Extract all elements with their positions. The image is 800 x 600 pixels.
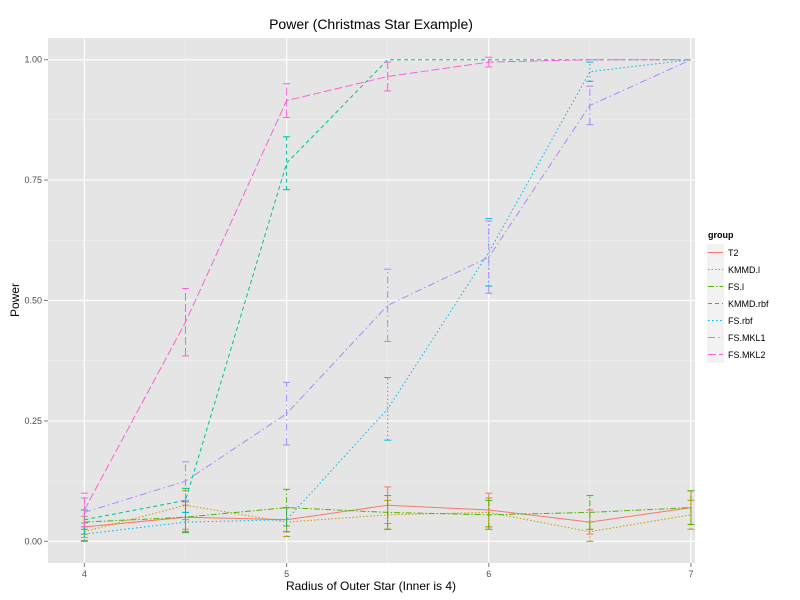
error-bar	[384, 377, 392, 441]
legend-item: T2	[707, 244, 739, 261]
series-line	[83, 59, 691, 511]
legend-item: FS.l	[707, 278, 744, 295]
x-tick-label: 4	[82, 569, 87, 579]
chart-title: Power (Christmas Star Example)	[269, 16, 473, 32]
error-bar	[586, 61, 594, 82]
error-bar	[384, 61, 392, 92]
legend-label: FS.l	[728, 282, 744, 292]
legend-label: FS.rbf	[728, 316, 753, 326]
legend-item: FS.rbf	[707, 312, 753, 329]
y-axis-title: Power	[8, 283, 22, 317]
legend-key	[707, 312, 724, 329]
legend-label: T2	[728, 248, 739, 258]
series-FS.MKL2	[80, 56, 691, 528]
y-tick-label: 0.75	[24, 175, 42, 185]
x-tick-label: 5	[284, 569, 289, 579]
legend: group T2 KMMD.l FS.l KMMD.rbf FS.rbf FS.MKL1 F…	[707, 230, 769, 363]
legend-item: FS.MKL1	[707, 329, 766, 346]
legend-item: KMMD.rbf	[707, 295, 769, 312]
legend-key	[707, 329, 724, 346]
error-bar	[283, 136, 291, 191]
series-layer	[80, 56, 695, 542]
y-tick-label: 0.50	[24, 296, 42, 306]
legend-label: FS.MKL2	[728, 350, 766, 360]
series-line	[84, 507, 692, 523]
x-tick-label: 7	[688, 569, 693, 579]
legend-item: FS.MKL2	[707, 346, 766, 363]
y-tick-label: 1.00	[24, 55, 42, 65]
x-axis-title: Radius of Outer Star (Inner is 4)	[286, 579, 456, 593]
x-tick-label: 6	[486, 569, 491, 579]
error-bar	[586, 521, 594, 542]
legend-label: KMMD.rbf	[728, 299, 769, 309]
legend-label: KMMD.l	[728, 265, 760, 275]
error-bar	[181, 511, 189, 533]
error-bar	[80, 492, 88, 528]
y-tick-label: 0.25	[24, 416, 42, 426]
error-bar	[283, 507, 291, 533]
grid-major	[48, 38, 695, 563]
error-bar	[485, 220, 493, 294]
error-bar	[283, 381, 291, 446]
legend-title: group	[708, 230, 734, 240]
error-bar	[283, 488, 291, 527]
y-tick-label: 0.00	[24, 536, 42, 546]
series-line	[84, 59, 692, 513]
series-line	[84, 59, 692, 535]
error-bar	[384, 268, 392, 342]
legend-label: FS.MKL1	[728, 333, 766, 343]
legend-key	[707, 278, 724, 295]
axis-ticks: 4 5 6 7 0.00 0.25 0.50 0.75 1.00	[24, 55, 693, 579]
legend-item: KMMD.l	[707, 261, 760, 278]
